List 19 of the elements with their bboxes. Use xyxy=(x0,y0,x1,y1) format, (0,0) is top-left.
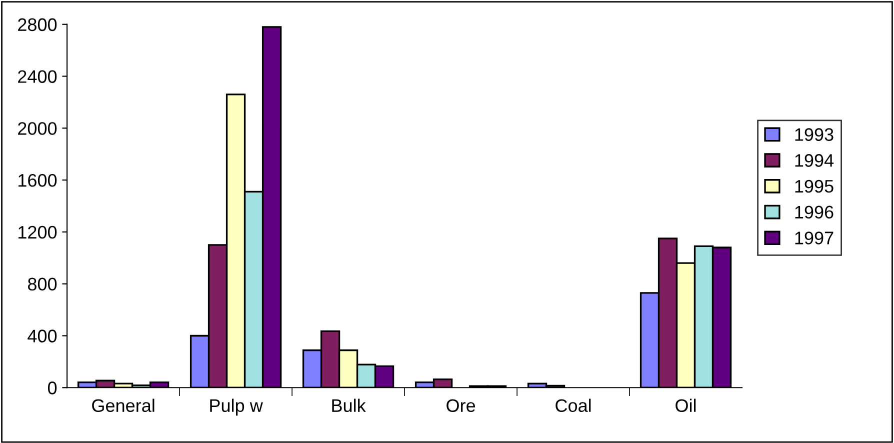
y-tick-label: 2400 xyxy=(18,70,57,83)
x-tick-label: General xyxy=(92,398,154,412)
legend-label: 1996 xyxy=(795,206,834,219)
y-tick-label: 1600 xyxy=(18,174,57,187)
x-tick-label: Ore xyxy=(446,399,476,412)
y-tick-label: 2800 xyxy=(18,18,57,32)
legend-label: 1994 xyxy=(795,154,834,167)
y-tick-label: 0 xyxy=(48,382,57,394)
y-tick-label: 1200 xyxy=(18,226,57,239)
x-tick-label: Coal xyxy=(556,398,591,412)
legend-label: 1995 xyxy=(795,180,834,193)
x-tick-label: Pulp w xyxy=(210,398,263,416)
legend-label: 1993 xyxy=(795,128,834,141)
y-tick-label: 800 xyxy=(28,278,57,291)
x-tick-label: Bulk xyxy=(332,398,366,412)
x-tick-label: Oil xyxy=(676,398,696,412)
y-tick-label: 2000 xyxy=(18,122,57,135)
legend-label: 1997 xyxy=(795,232,834,244)
y-tick-label: 400 xyxy=(28,330,57,342)
